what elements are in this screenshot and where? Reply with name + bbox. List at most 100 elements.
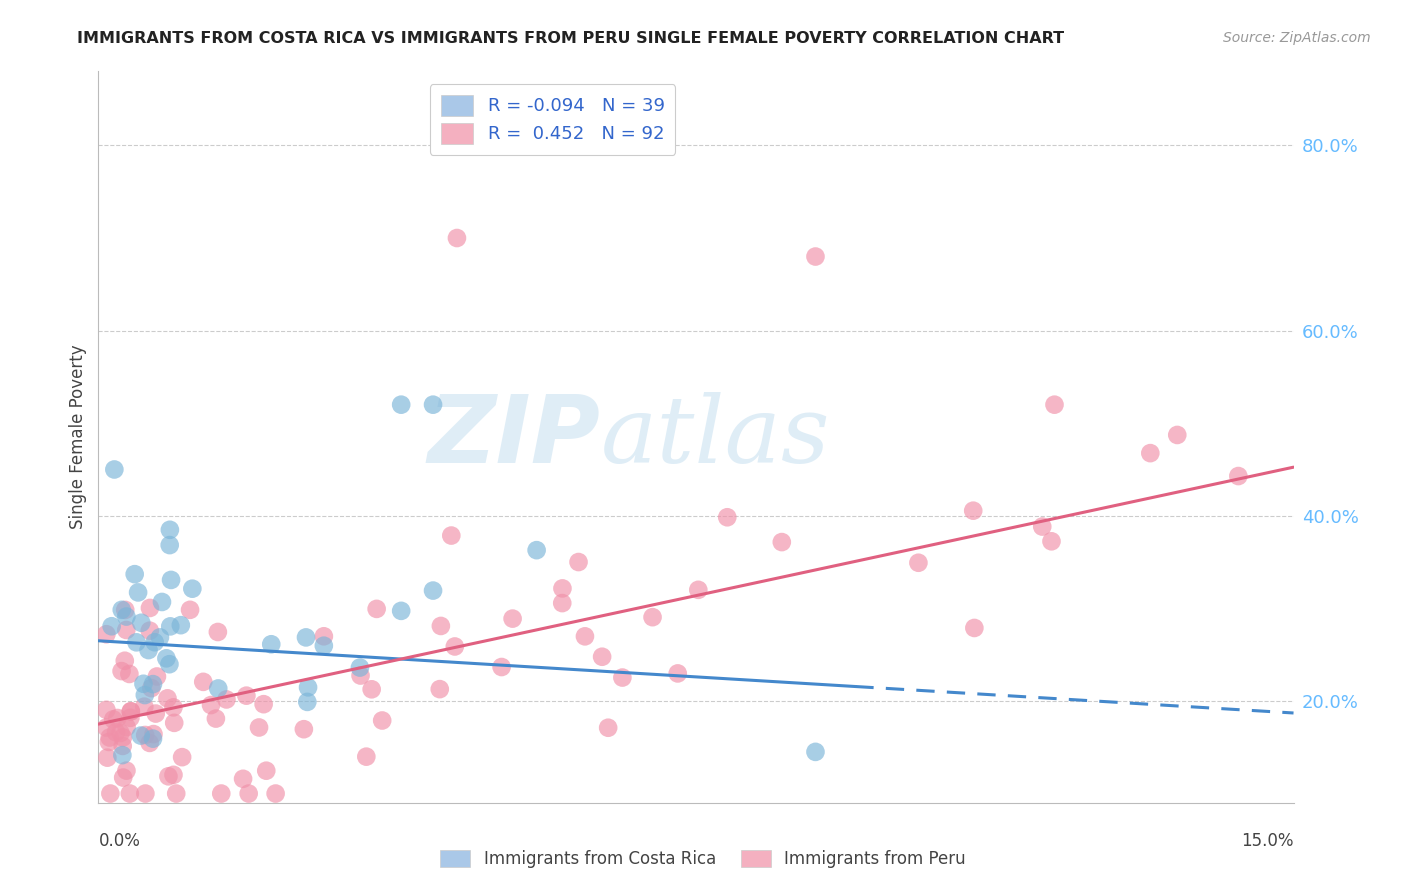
Point: [804, 250, 827, 264]
Point: [139, 601, 162, 615]
Point: [114, 603, 136, 617]
Point: [165, 787, 187, 801]
Point: [163, 715, 186, 730]
Point: [567, 555, 589, 569]
Point: [253, 697, 276, 711]
Point: [312, 629, 335, 643]
Point: [105, 711, 128, 725]
Point: [143, 635, 166, 649]
Point: [349, 660, 371, 674]
Point: [155, 651, 177, 665]
Point: [96, 721, 118, 735]
Point: [159, 538, 181, 552]
Point: [598, 721, 620, 735]
Point: [120, 704, 142, 718]
Point: [389, 604, 412, 618]
Point: [612, 671, 634, 685]
Point: [366, 602, 388, 616]
Point: [118, 787, 141, 801]
Point: [115, 623, 138, 637]
Point: [207, 625, 229, 640]
Point: [371, 714, 394, 728]
Point: [134, 728, 156, 742]
Point: [134, 787, 156, 801]
Point: [96, 750, 118, 764]
Point: [142, 731, 165, 746]
Point: [124, 567, 146, 582]
Point: [111, 739, 134, 753]
Point: [422, 398, 444, 412]
Point: [100, 619, 122, 633]
Point: [159, 619, 181, 633]
Point: [260, 637, 283, 651]
Point: [150, 595, 173, 609]
Point: [142, 677, 165, 691]
Point: [110, 664, 132, 678]
Point: [115, 764, 138, 778]
Text: atlas: atlas: [600, 392, 830, 482]
Point: [349, 668, 371, 682]
Point: [125, 635, 148, 649]
Point: [146, 669, 169, 683]
Point: [907, 556, 929, 570]
Text: IMMIGRANTS FROM COSTA RICA VS IMMIGRANTS FROM PERU SINGLE FEMALE POVERTY CORRELA: IMMIGRANTS FROM COSTA RICA VS IMMIGRANTS…: [77, 31, 1064, 46]
Point: [247, 721, 270, 735]
Point: [193, 674, 215, 689]
Point: [132, 677, 155, 691]
Point: [114, 654, 136, 668]
Point: [1166, 428, 1188, 442]
Point: [1040, 534, 1063, 549]
Point: [97, 735, 120, 749]
Point: [502, 612, 524, 626]
Point: [962, 504, 984, 518]
Point: [440, 528, 463, 542]
Point: [156, 691, 179, 706]
Point: [207, 681, 229, 696]
Point: [159, 523, 181, 537]
Point: [103, 462, 125, 476]
Point: [443, 640, 465, 654]
Point: [103, 712, 125, 726]
Point: [360, 682, 382, 697]
Point: [181, 582, 204, 596]
Point: [591, 649, 613, 664]
Text: Source: ZipAtlas.com: Source: ZipAtlas.com: [1223, 31, 1371, 45]
Point: [238, 787, 260, 801]
Point: [297, 681, 319, 695]
Point: [430, 619, 453, 633]
Point: [1139, 446, 1161, 460]
Point: [232, 772, 254, 786]
Point: [145, 706, 167, 721]
Point: [205, 712, 228, 726]
Point: [297, 695, 319, 709]
Point: [170, 618, 193, 632]
Point: [356, 749, 378, 764]
Point: [254, 764, 277, 778]
Point: [138, 643, 160, 657]
Text: 15.0%: 15.0%: [1241, 832, 1294, 850]
Point: [292, 722, 315, 736]
Point: [422, 583, 444, 598]
Point: [112, 771, 135, 785]
Point: [149, 631, 172, 645]
Point: [162, 700, 184, 714]
Point: [1227, 469, 1250, 483]
Point: [111, 748, 134, 763]
Point: [157, 769, 180, 783]
Point: [104, 725, 127, 739]
Point: [666, 666, 689, 681]
Point: [111, 731, 134, 745]
Point: [200, 698, 222, 712]
Text: 0.0%: 0.0%: [98, 832, 141, 850]
Point: [179, 603, 201, 617]
Point: [162, 768, 184, 782]
Point: [138, 736, 160, 750]
Point: [115, 720, 138, 734]
Point: [129, 615, 152, 630]
Point: [235, 689, 257, 703]
Point: [295, 631, 318, 645]
Point: [209, 787, 232, 801]
Point: [716, 510, 738, 524]
Point: [118, 667, 141, 681]
Point: [98, 731, 121, 745]
